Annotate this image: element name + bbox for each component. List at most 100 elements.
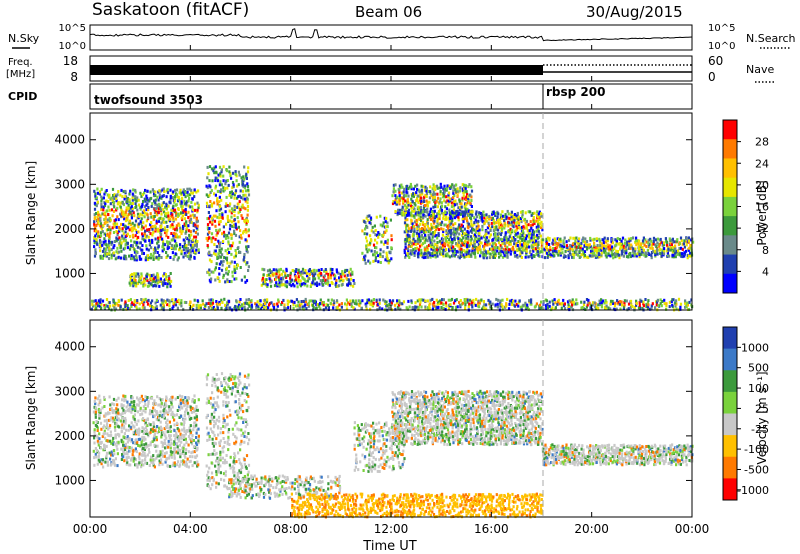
power-scatter-cell bbox=[499, 244, 502, 248]
power-scatter-cell bbox=[121, 229, 124, 233]
power-scatter-cell bbox=[537, 215, 540, 219]
power-scatter-cell bbox=[135, 272, 138, 276]
power-scatter-cell bbox=[472, 298, 475, 302]
power-scatter-cell bbox=[630, 303, 633, 307]
power-scatter-cell bbox=[424, 255, 427, 259]
power-scatter-cell bbox=[244, 174, 248, 178]
power-scatter-cell bbox=[450, 244, 453, 248]
power-scatter-cell bbox=[664, 237, 667, 241]
power-scatter-cell bbox=[419, 222, 422, 226]
power-scatter-cell bbox=[330, 273, 333, 277]
power-scatter-cell bbox=[233, 260, 236, 264]
power-scatter-cell bbox=[275, 281, 278, 285]
power-scatter-cell bbox=[347, 301, 350, 305]
power-scatter-cell bbox=[195, 220, 198, 224]
power-scatter-cell bbox=[528, 235, 531, 239]
power-scatter-cell bbox=[176, 235, 180, 239]
power-scatter-cell bbox=[133, 250, 137, 254]
power-scatter-cell bbox=[567, 305, 570, 308]
power-scatter-cell bbox=[347, 278, 350, 282]
power-scatter-cell bbox=[245, 222, 248, 226]
power-scatter-cell bbox=[159, 303, 162, 307]
power-scatter-cell bbox=[471, 248, 474, 252]
power-scatter-cell bbox=[579, 255, 582, 259]
power-scatter-cell bbox=[391, 299, 395, 303]
power-scatter-cell bbox=[230, 233, 233, 237]
power-scatter-cell bbox=[150, 274, 153, 278]
power-scatter-cell bbox=[131, 196, 134, 200]
power-scatter-cell bbox=[230, 260, 233, 264]
power-scatter-cell bbox=[125, 307, 128, 311]
power-scatter-cell bbox=[538, 218, 541, 222]
power-scatter-cell bbox=[414, 213, 417, 217]
power-scatter-cell bbox=[163, 226, 166, 230]
power-scatter-cell bbox=[512, 236, 515, 239]
power-scatter-cell bbox=[213, 171, 216, 175]
power-scatter-cell bbox=[451, 306, 454, 309]
power-scatter-cell bbox=[535, 302, 538, 306]
power-scatter-cell bbox=[171, 223, 174, 227]
power-scatter-cell bbox=[593, 243, 596, 247]
power-scatter-cell bbox=[455, 298, 458, 302]
power-scatter-cell bbox=[126, 241, 129, 245]
power-scatter-cell bbox=[191, 213, 194, 217]
power-scatter-cell bbox=[210, 189, 213, 193]
power-scatter-cell bbox=[621, 252, 624, 256]
power-scatter-cell bbox=[222, 259, 225, 263]
power-scatter-cell bbox=[498, 226, 501, 230]
power-scatter-cell bbox=[243, 305, 246, 309]
power-scatter-cell bbox=[120, 208, 123, 212]
velocity-scatter-cell bbox=[114, 421, 117, 425]
power-scatter-cell bbox=[103, 242, 106, 246]
power-scatter-cell bbox=[113, 225, 116, 229]
power-scatter-cell bbox=[121, 201, 124, 205]
velocity-scatter-cell bbox=[135, 438, 138, 442]
power-scatter-cell bbox=[396, 211, 400, 215]
power-scatter-cell bbox=[224, 186, 227, 190]
power-scatter-cell bbox=[143, 205, 146, 209]
power-scatter-cell bbox=[387, 304, 390, 308]
power-scatter-cell bbox=[407, 194, 410, 198]
power-scatter-cell bbox=[235, 299, 238, 303]
power-scatter-cell bbox=[121, 195, 124, 199]
power-scatter-cell bbox=[279, 267, 282, 271]
power-scatter-cell bbox=[418, 298, 421, 302]
power-scatter-cell bbox=[118, 243, 121, 247]
power-scatter-cell bbox=[372, 298, 375, 301]
power-scatter-cell bbox=[103, 192, 106, 196]
power-scatter-cell bbox=[105, 243, 108, 247]
power-scatter-cell bbox=[96, 301, 99, 305]
power-scatter-cell bbox=[496, 218, 499, 222]
power-scatter-cell bbox=[675, 299, 678, 303]
power-scatter-cell bbox=[421, 185, 425, 189]
velocity-scatter-cell bbox=[110, 441, 113, 445]
power-scatter-cell bbox=[454, 299, 457, 303]
power-scatter-cell bbox=[226, 251, 229, 255]
power-scatter-cell bbox=[160, 196, 163, 200]
velocity-scatter-cell bbox=[134, 458, 137, 462]
power-scatter-cell bbox=[268, 268, 271, 272]
power-scatter-cell bbox=[388, 306, 391, 310]
power-scatter-cell bbox=[453, 211, 456, 215]
power-scatter-cell bbox=[214, 249, 217, 253]
power-scatter-cell bbox=[405, 194, 408, 198]
power-scatter-cell bbox=[647, 303, 650, 307]
power-scatter-cell bbox=[521, 237, 524, 241]
power-scatter-cell bbox=[469, 201, 472, 205]
power-scatter-cell bbox=[445, 217, 448, 221]
power-scatter-cell bbox=[407, 249, 410, 253]
power-scatter-cell bbox=[497, 251, 500, 255]
power-scatter-cell bbox=[304, 297, 307, 301]
power-scatter-cell bbox=[521, 215, 524, 219]
power-scatter-cell bbox=[99, 214, 102, 218]
power-scatter-cell bbox=[143, 197, 146, 201]
power-scatter-cell bbox=[446, 234, 449, 238]
power-scatter-cell bbox=[672, 298, 675, 302]
power-scatter-cell bbox=[559, 237, 562, 241]
power-scatter-cell bbox=[498, 241, 501, 245]
power-scatter-cell bbox=[237, 307, 240, 311]
power-scatter-cell bbox=[147, 298, 150, 302]
power-scatter-cell bbox=[386, 259, 389, 263]
power-scatter-cell bbox=[484, 254, 487, 258]
power-scatter-cell bbox=[119, 193, 122, 197]
